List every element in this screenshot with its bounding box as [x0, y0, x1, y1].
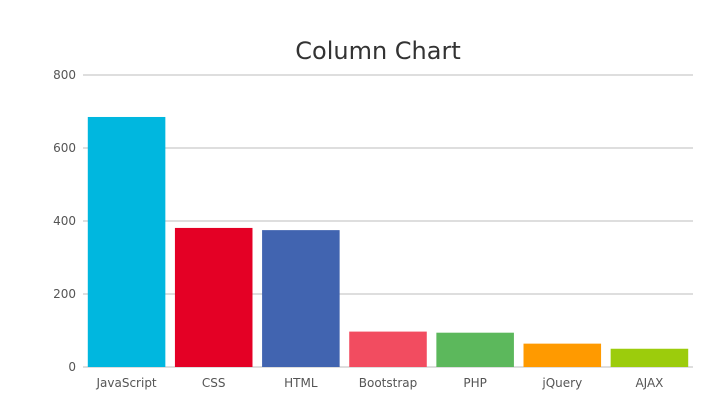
y-tick-label: 200 — [53, 287, 76, 301]
bar-css[interactable] — [174, 227, 253, 367]
grid-lines — [83, 74, 693, 368]
x-tick-label: PHP — [463, 376, 487, 390]
x-tick-label: JavaScript — [95, 376, 156, 390]
bar-ajax[interactable] — [610, 348, 689, 367]
bar-html[interactable] — [262, 230, 340, 367]
bar-php[interactable] — [436, 332, 514, 367]
x-axis-ticks: JavaScript CSS HTML Bootstrap PHP jQuery AJAX — [95, 376, 663, 390]
x-tick-label: CSS — [202, 376, 226, 390]
x-tick-label: AJAX — [635, 376, 663, 390]
y-axis-ticks: 0 200 400 600 800 — [53, 68, 76, 374]
y-tick-label: 800 — [53, 68, 76, 82]
x-tick-label: Bootstrap — [359, 376, 417, 390]
y-tick-label: 400 — [53, 214, 76, 228]
chart-title: Column Chart — [295, 37, 461, 65]
bar-jquery[interactable] — [523, 343, 602, 367]
x-tick-label: jQuery — [541, 376, 582, 390]
y-tick-label: 0 — [68, 360, 76, 374]
bars — [87, 116, 689, 367]
bar-bootstrap[interactable] — [349, 331, 427, 367]
x-tick-label: HTML — [284, 376, 318, 390]
y-tick-label: 600 — [53, 141, 76, 155]
bar-javascript[interactable] — [87, 116, 166, 367]
